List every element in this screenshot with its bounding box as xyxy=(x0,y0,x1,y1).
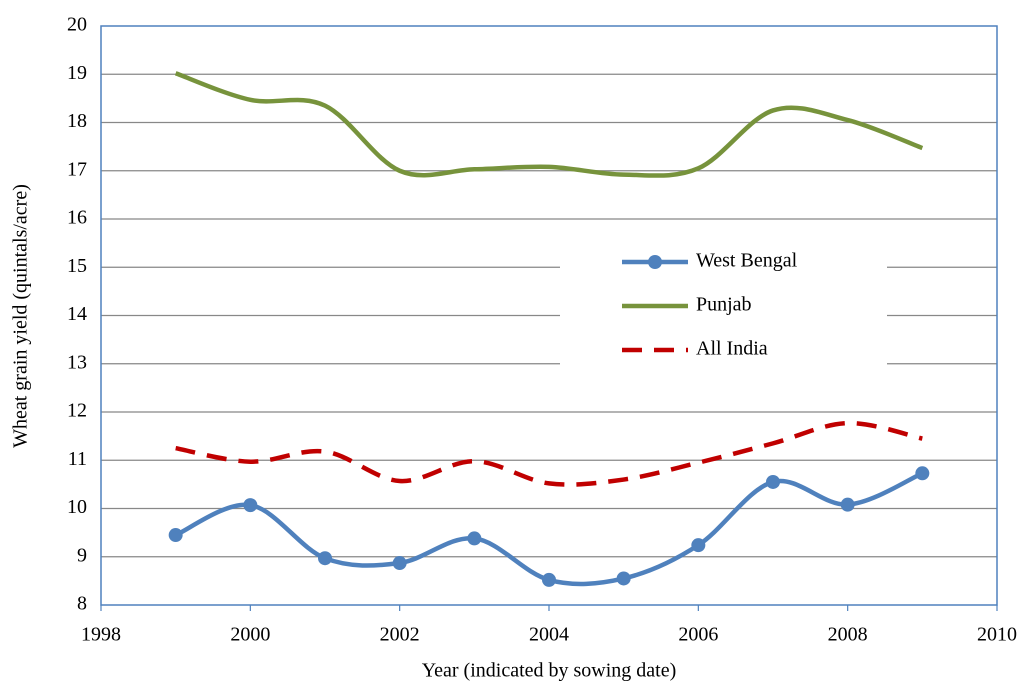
y-tick-label: 11 xyxy=(68,448,87,470)
plot-frame xyxy=(100,25,998,606)
x-tick-label: 2010 xyxy=(977,624,1017,646)
data-point xyxy=(467,531,482,546)
x-tick-label: 1998 xyxy=(81,624,121,646)
y-tick-label: 15 xyxy=(67,255,87,277)
y-tick-label: 20 xyxy=(67,14,87,36)
y-tick-label: 19 xyxy=(67,62,87,84)
data-point xyxy=(542,572,556,587)
series-line xyxy=(174,71,924,178)
data-point xyxy=(840,497,855,512)
legend-label: Punjab xyxy=(696,294,752,316)
x-tick-label: 2002 xyxy=(380,624,420,646)
y-tick-label: 16 xyxy=(67,207,87,229)
x-tick-label: 2004 xyxy=(529,624,569,646)
y-tick-label: 13 xyxy=(67,351,87,373)
y-tick-label: 10 xyxy=(67,496,87,518)
data-point xyxy=(168,528,183,543)
data-point xyxy=(392,556,407,571)
data-point xyxy=(766,474,780,489)
series-line xyxy=(174,471,924,587)
data-point xyxy=(691,538,706,553)
data-point xyxy=(915,466,930,481)
x-tick-label: 2008 xyxy=(828,624,868,646)
y-tick-label: 12 xyxy=(67,400,87,422)
y-axis-label: Wheat grain yield (quintals/acre) xyxy=(10,184,32,448)
series-line xyxy=(175,420,923,487)
y-tick-label: 14 xyxy=(67,303,87,325)
legend-marker xyxy=(648,255,662,269)
data-point xyxy=(243,498,258,513)
legend-label: West Bengal xyxy=(696,250,798,272)
x-axis-label: Year (indicated by sowing date) xyxy=(422,660,677,682)
y-tick-label: 8 xyxy=(77,593,87,615)
y-tick-label: 18 xyxy=(67,110,87,132)
legend-label: All India xyxy=(696,338,768,360)
data-point xyxy=(616,571,631,586)
x-tick-label: 2006 xyxy=(678,624,718,646)
y-tick-label: 9 xyxy=(77,544,87,566)
x-tick-label: 2000 xyxy=(230,624,270,646)
data-point xyxy=(318,551,332,566)
y-tick-label: 17 xyxy=(67,158,87,180)
